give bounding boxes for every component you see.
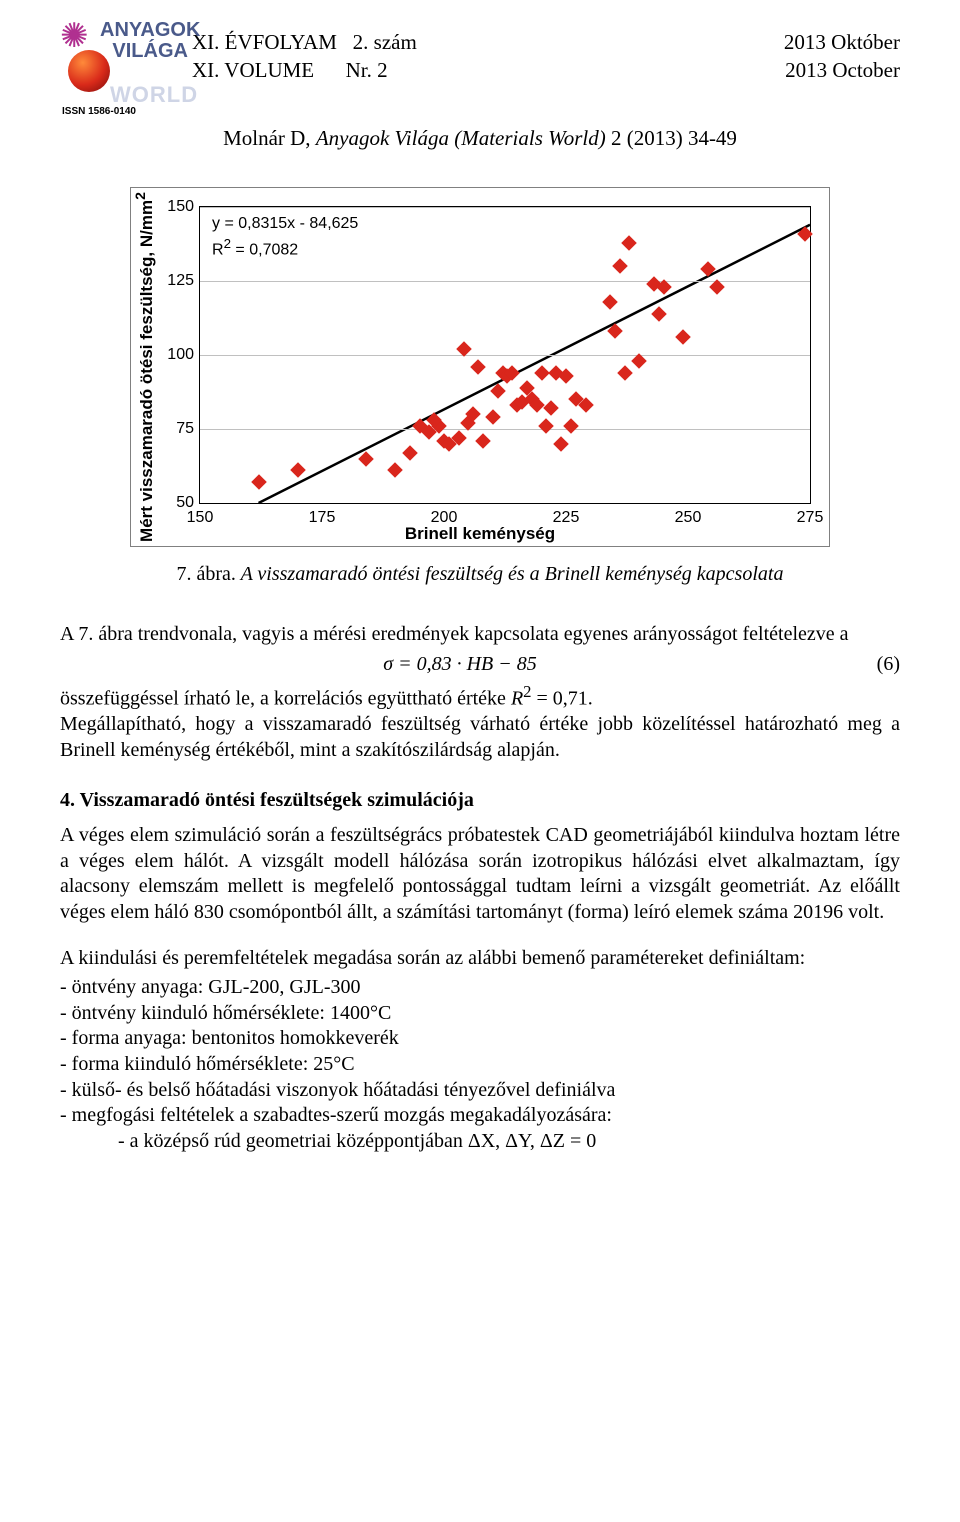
citation-journal: Anyagok Világa (Materials World) [316,126,606,150]
paragraph-intro: A 7. ábra trendvonala, vagyis a mérési e… [60,622,900,648]
y-tick-label: 125 [154,272,194,290]
paragraph-params-lead: A kiindulási és peremfeltételek megadása… [60,946,900,972]
equation-6-number: (6) [860,652,900,678]
x-tick-label: 275 [797,509,824,527]
params-bullet: - öntvény anyaga: GJL-200, GJL-300 [60,975,900,1001]
params-bullet: - forma kiinduló hőmérséklete: 25°C [60,1052,900,1078]
params-bullet: - forma anyaga: bentonitos homokkeverék [60,1026,900,1052]
paragraph-r2: összefüggéssel írható le, a korrelációs … [60,681,900,712]
params-bullet: - öntvény kiinduló hőmérséklete: 1400°C [60,1001,900,1027]
date-hu: 2013 Október [784,28,900,56]
logo-world: WORLD [110,82,198,108]
x-tick-label: 150 [187,509,214,527]
params-list: - öntvény anyaga: GJL-200, GJL-300- öntv… [60,975,900,1129]
figure-7: Mért visszamaradó ötési feszültség, N/mm… [130,187,830,547]
logo-line1: ANYAGOK [100,20,200,41]
equation-6-row: σ = 0,83 · HB − 85 (6) [60,652,900,678]
grid-line [200,429,810,430]
header-left-col: XI. ÉVFOLYAM 2. szám XI. VOLUME Nr. 2 [192,28,417,85]
x-tick-label: 250 [675,509,702,527]
chart-frame: Mért visszamaradó ötési feszültség, N/mm… [130,187,830,547]
params-sub-bullet: - a középső rúd geometriai középpontjába… [60,1129,900,1155]
plot-area: y = 0,8315x - 84,625 R2 = 0,7082 5075100… [199,206,811,504]
y-tick-label: 75 [154,420,194,438]
header-meta: XI. ÉVFOLYAM 2. szám XI. VOLUME Nr. 2 20… [192,20,900,85]
grid-line [200,355,810,356]
paragraph-sim: A véges elem szimuláció során a feszülts… [60,823,900,925]
figure-7-caption: 7. ábra. A visszamaradó öntési feszültsé… [60,563,900,586]
y-axis-title: Mért visszamaradó ötési feszültség, N/mm… [133,192,157,542]
trend-line [259,225,810,503]
page-header: ✺ ANYAGOK VILÁGA WORLD ISSN 1586-0140 XI… [60,20,900,120]
issue-en: Nr. 2 [346,58,388,82]
x-tick-label: 225 [553,509,580,527]
params-bullet: - megfogási feltételek a szabadtes-szerű… [60,1103,900,1129]
issue-hu: 2. szám [353,30,417,54]
x-axis-title: Brinell keménység [405,524,555,544]
y-tick-label: 100 [154,346,194,364]
header-right-col: 2013 Október 2013 October [784,28,900,85]
journal-logo: ✺ ANYAGOK VILÁGA WORLD ISSN 1586-0140 [60,20,180,120]
params-bullet: - külső- és belső hőátadási viszonyok hő… [60,1078,900,1104]
grid-line [200,207,810,208]
citation-line: Molnár D, Anyagok Világa (Materials Worl… [60,126,900,151]
volume-en: XI. VOLUME [192,58,314,82]
citation-ref: 2 (2013) 34-49 [606,126,737,150]
fig-num: 7. ábra. [177,563,236,585]
logo-line2: VILÁGA [112,41,188,62]
date-en: 2013 October [784,56,900,84]
section-4-title: 4. Visszamaradó öntési feszültségek szim… [60,788,900,814]
body-text: A 7. ábra trendvonala, vagyis a mérési e… [60,622,900,1154]
x-tick-label: 175 [309,509,336,527]
fig-text: A visszamaradó öntési feszültség és a Br… [236,563,784,585]
citation-author: Molnár D, [223,126,316,150]
logo-spark-icon: ✺ [60,20,89,54]
volume-hu: XI. ÉVFOLYAM [192,30,337,54]
y-tick-label: 150 [154,198,194,216]
logo-issn: ISSN 1586-0140 [62,106,136,117]
paragraph-conclusion: Megállapítható, hogy a visszamaradó fesz… [60,712,900,763]
equation-6: σ = 0,83 · HB − 85 [60,652,860,678]
